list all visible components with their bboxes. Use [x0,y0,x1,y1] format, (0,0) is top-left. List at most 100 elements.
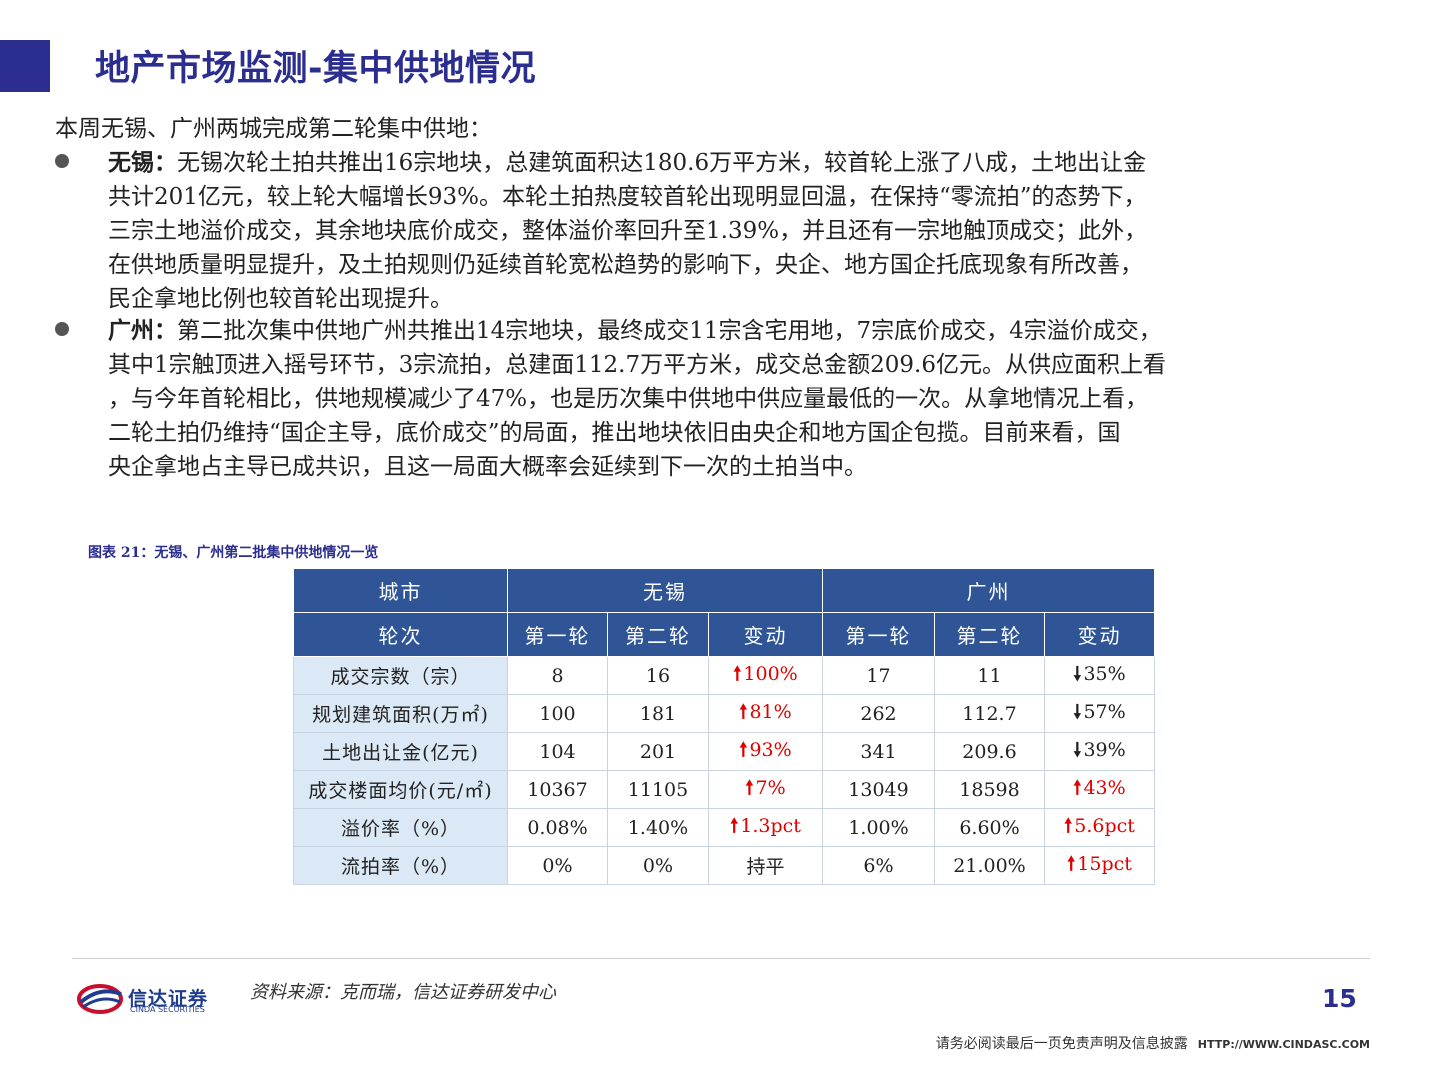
bullet-wuxi: 无锡：无锡次轮土拍共推出16宗地块，总建筑面积达180.6万平方米，较首轮上涨了… [55,146,1385,316]
change-value: 15pct [1077,852,1132,875]
change-cell: 🠕 100% [708,656,823,695]
bullet-line: 三宗土地溢价成交，其余地块底价成交，整体溢价率回升至1.39%，并且还有一宗地触… [108,218,1148,244]
change-value: 35% [1083,662,1126,685]
table-cell: 6.60% [934,808,1045,847]
bullet-label: 无锡： [108,149,177,176]
table-cell: 11 [934,656,1045,695]
change-value: 5.6pct [1074,814,1135,837]
table-cell: 100 [507,694,608,733]
bullet-label: 广州： [108,317,177,344]
row-label: 溢价率（%） [293,808,508,847]
bullet-line-text: 第二批次集中供地广州共推出14宗地块，最终成交11宗含宅用地，7宗底价成交，4宗… [177,318,1162,344]
table-cell: 10367 [507,770,608,809]
change-value: 1.3pct [740,814,801,837]
arrow-up-icon: 🠕 [1064,814,1073,837]
change-value: 81% [749,700,792,723]
change-cell: 🠕 5.6pct [1044,808,1155,847]
table-row: 规划建筑面积(万㎡) 100 181 🠕 81% 262 112.7 🠗 57% [293,694,1155,733]
table-cell: 13049 [822,770,935,809]
arrow-up-icon: 🠕 [733,662,742,685]
change-cell: 🠗 39% [1044,732,1155,771]
subheader-cell: 轮次 [293,612,508,657]
header-cell: 城市 [293,568,508,613]
subheader-cell: 第一轮 [507,612,608,657]
arrow-down-icon: 🠗 [1073,662,1082,685]
header-cell: 无锡 [507,568,823,613]
disclaimer: 请务必阅读最后一页免责声明及信息披露 HTTP://WWW.CINDASC.COM [936,1033,1370,1053]
arrow-up-icon: 🠕 [1073,776,1082,799]
subheader-cell: 第二轮 [934,612,1045,657]
bullet-line: 共计201亿元，较上轮大幅增长93%。本轮土拍热度较首轮出现明显回温，在保持“零… [108,184,1147,210]
subheader-cell: 第二轮 [607,612,709,657]
header-cell: 广州 [822,568,1155,613]
bullet-line: 民企拿地比例也较首轮出现提升。 [108,286,453,312]
footer-divider [72,958,1370,959]
table-cell: 0.08% [507,808,608,847]
table-cell: 18598 [934,770,1045,809]
change-cell: 持平 [708,846,823,885]
intro-text: 本周无锡、广州两城完成第二轮集中供地： [55,116,492,142]
change-cell: 🠕 1.3pct [708,808,823,847]
disclaimer-text: 请务必阅读最后一页免责声明及信息披露 [935,1036,1188,1052]
arrow-up-icon: 🠕 [1067,852,1076,875]
change-cell: 🠕 43% [1044,770,1155,809]
bullet-dot-icon [55,322,69,336]
page-number: 15 [1322,984,1357,1013]
change-cell: 🠕 15pct [1044,846,1155,885]
table-row: 土地出让金(亿元) 104 201 🠕 93% 341 209.6 🠗 39% [293,732,1155,771]
table-subheader-row: 轮次 第一轮 第二轮 变动 第一轮 第二轮 变动 [293,612,1155,657]
arrow-down-icon: 🠗 [1073,700,1082,723]
row-label: 流拍率（%） [293,846,508,885]
change-value: 7% [755,776,786,799]
bullet-guangzhou: 广州：第二批次集中供地广州共推出14宗地块，最终成交11宗含宅用地，7宗底价成交… [55,314,1385,484]
arrow-up-icon: 🠕 [739,738,748,761]
bullet-line: 央企拿地占主导已成共识，且这一局面大概率会延续到下一次的土拍当中。 [108,454,867,480]
change-cell: 🠕 81% [708,694,823,733]
table-cell: 8 [507,656,608,695]
change-value: 39% [1083,738,1126,761]
arrow-up-icon: 🠕 [730,814,739,837]
change-cell: 🠗 57% [1044,694,1155,733]
bullet-line: 无锡：无锡次轮土拍共推出16宗地块，总建筑面积达180.6万平方米，较首轮上涨了… [108,146,1378,180]
change-cell: 🠕 7% [708,770,823,809]
table-cell: 112.7 [934,694,1045,733]
arrow-up-icon: 🠕 [739,700,748,723]
table-cell: 341 [822,732,935,771]
bullet-line-text: 无锡次轮土拍共推出16宗地块，总建筑面积达180.6万平方米，较首轮上涨了八成，… [177,150,1147,176]
table-cell: 0% [607,846,709,885]
cinda-logo-icon [77,984,123,1014]
bullet-wuxi-text: 无锡：无锡次轮土拍共推出16宗地块，总建筑面积达180.6万平方米，较首轮上涨了… [108,146,1378,316]
logo-text: 信达证券 [128,988,209,1010]
table-row: 流拍率（%） 0% 0% 持平 6% 21.00% 🠕 15pct [293,846,1155,885]
change-value: 57% [1083,700,1126,723]
bullet-dot-icon [55,154,69,168]
row-label: 土地出让金(亿元) [293,732,508,771]
change-value: 43% [1083,776,1126,799]
table-row: 溢价率（%） 0.08% 1.40% 🠕 1.3pct 1.00% 6.60% 🠕 5.6pct [293,808,1155,847]
bullet-line: 其中1宗触顶进入摇号环节，3宗流拍，总建面112.7万平方米，成交总金额209.… [108,352,1166,378]
table-cell: 17 [822,656,935,695]
change-cell: 🠗 35% [1044,656,1155,695]
row-label: 规划建筑面积(万㎡) [293,694,508,733]
change-cell: 🠕 93% [708,732,823,771]
table-row: 成交宗数（宗） 8 16 🠕 100% 17 11 🠗 35% [293,656,1155,695]
table-cell: 262 [822,694,935,733]
subheader-cell: 第一轮 [822,612,935,657]
arrow-up-icon: 🠕 [745,776,754,799]
table-cell: 104 [507,732,608,771]
arrow-down-icon: 🠗 [1073,738,1082,761]
bullet-line: 二轮土拍仍维持“国企主导，底价成交”的局面，推出地块依旧由央企和地方国企包揽。目… [108,420,1121,446]
bullet-line: 广州：第二批次集中供地广州共推出14宗地块，最终成交11宗含宅用地，7宗底价成交… [108,314,1378,348]
table-cell: 6% [822,846,935,885]
table-cell: 0% [507,846,608,885]
table-cell: 209.6 [934,732,1045,771]
page-title: 地产市场监测-集中供地情况 [95,49,537,89]
row-label: 成交楼面均价(元/㎡) [293,770,508,809]
table-caption: 图表 21：无锡、广州第二批集中供地情况一览 [88,545,379,561]
website-url: HTTP://WWW.CINDASC.COM [1197,1038,1370,1051]
corner-accent-block [0,40,50,92]
bullet-guangzhou-text: 广州：第二批次集中供地广州共推出14宗地块，最终成交11宗含宅用地，7宗底价成交… [108,314,1378,484]
table-header-row: 城市 无锡 广州 [293,568,1155,613]
table-cell: 16 [607,656,709,695]
table-body: 成交宗数（宗） 8 16 🠕 100% 17 11 🠗 35% 规划建筑面积(万㎡) 100 181 🠕… [293,656,1155,885]
